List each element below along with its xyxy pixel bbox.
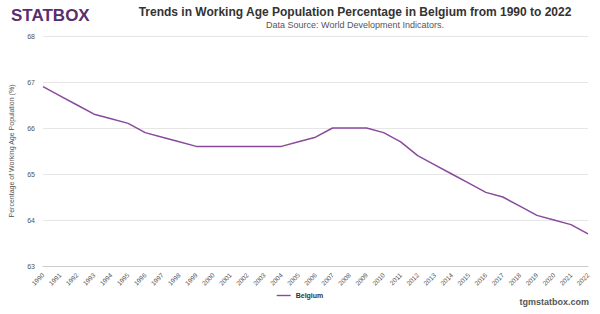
svg-text:2008: 2008 <box>337 271 352 286</box>
svg-text:2014: 2014 <box>439 271 454 286</box>
svg-text:2010: 2010 <box>371 271 386 286</box>
svg-text:1990: 1990 <box>30 271 45 286</box>
svg-text:Data Source: World Development: Data Source: World Development Indicator… <box>266 20 444 30</box>
svg-text:2018: 2018 <box>507 271 522 286</box>
svg-text:2016: 2016 <box>473 271 488 286</box>
svg-text:2000: 2000 <box>201 271 216 286</box>
svg-text:68: 68 <box>27 33 35 40</box>
svg-text:Percentage of Working Age Popu: Percentage of Working Age Population (%) <box>8 85 16 218</box>
svg-text:tgmstatbox.com: tgmstatbox.com <box>519 297 589 307</box>
svg-text:2004: 2004 <box>269 271 284 286</box>
svg-text:1995: 1995 <box>115 271 130 286</box>
svg-text:1998: 1998 <box>167 271 182 286</box>
svg-text:2001: 2001 <box>218 271 233 286</box>
svg-text:2022: 2022 <box>575 271 590 286</box>
svg-text:2021: 2021 <box>558 271 573 286</box>
svg-text:1999: 1999 <box>184 271 199 286</box>
svg-text:STATBOX: STATBOX <box>11 6 90 25</box>
svg-text:66: 66 <box>27 125 35 132</box>
svg-text:1997: 1997 <box>150 271 165 286</box>
svg-text:2020: 2020 <box>541 271 556 286</box>
svg-text:Trends in Working Age Populati: Trends in Working Age Population Percent… <box>139 5 572 19</box>
svg-text:2013: 2013 <box>422 271 437 286</box>
svg-text:1994: 1994 <box>98 271 113 286</box>
svg-text:2017: 2017 <box>490 271 505 286</box>
svg-text:2007: 2007 <box>320 271 335 286</box>
svg-text:2009: 2009 <box>354 271 369 286</box>
svg-text:2003: 2003 <box>252 271 267 286</box>
svg-text:1992: 1992 <box>64 271 79 286</box>
svg-text:2005: 2005 <box>286 271 301 286</box>
svg-text:1993: 1993 <box>81 271 96 286</box>
svg-text:2011: 2011 <box>388 271 403 286</box>
svg-text:63: 63 <box>27 263 35 270</box>
svg-text:67: 67 <box>27 79 35 86</box>
svg-text:2002: 2002 <box>235 271 250 286</box>
svg-text:2012: 2012 <box>405 271 420 286</box>
svg-text:64: 64 <box>27 217 35 224</box>
svg-text:2019: 2019 <box>524 271 539 286</box>
svg-text:Belgium: Belgium <box>296 292 324 300</box>
svg-text:2006: 2006 <box>303 271 318 286</box>
svg-text:65: 65 <box>27 171 35 178</box>
svg-text:1996: 1996 <box>133 271 148 286</box>
svg-text:1991: 1991 <box>47 271 62 286</box>
svg-text:2015: 2015 <box>456 271 471 286</box>
